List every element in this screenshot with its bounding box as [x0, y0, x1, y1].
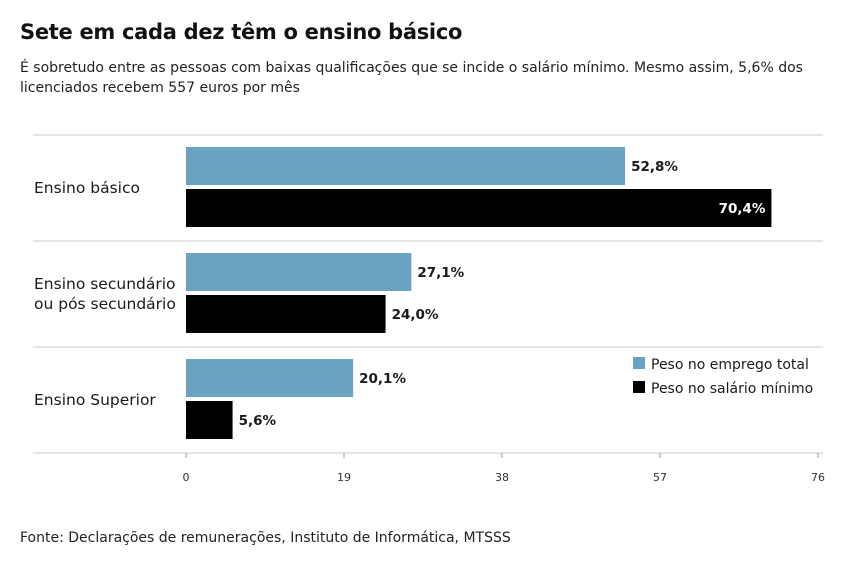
bar-emprego-total: [186, 253, 412, 291]
x-tick-label: 19: [337, 471, 351, 484]
source-note: Fonte: Declarações de remunerações, Inst…: [20, 530, 511, 546]
legend-swatch-salario: [633, 381, 645, 393]
bar-salario-minimo: [186, 295, 386, 333]
bar-salario-minimo: [186, 189, 772, 227]
legend-label: Peso no salário mínimo: [651, 381, 813, 397]
chart-title: Sete em cada dez têm o ensino básico: [20, 20, 463, 44]
data-label: 27,1%: [417, 265, 464, 281]
chart-subtitle: É sobretudo entre as pessoas com baixas …: [20, 60, 803, 96]
category-label: Ensino Superior: [34, 391, 156, 409]
data-label: 52,8%: [631, 159, 678, 175]
category-label: Ensino básico: [34, 179, 140, 197]
legend-swatch-emprego: [633, 357, 645, 369]
category-label: Ensino secundário ou pós secundário: [34, 275, 176, 313]
x-tick-label: 38: [495, 471, 509, 484]
bar-emprego-total: [186, 147, 626, 185]
legend-label: Peso no emprego total: [651, 357, 809, 373]
data-label: 20,1%: [359, 371, 406, 387]
bar-salario-minimo: [186, 401, 233, 439]
x-tick-label: 57: [653, 471, 667, 484]
x-tick-label: 76: [811, 471, 825, 484]
data-label: 5,6%: [239, 413, 277, 429]
data-label: 70,4%: [719, 201, 766, 217]
x-tick-label: 0: [183, 471, 190, 484]
data-label: 24,0%: [392, 307, 439, 323]
bar-emprego-total: [186, 359, 354, 397]
